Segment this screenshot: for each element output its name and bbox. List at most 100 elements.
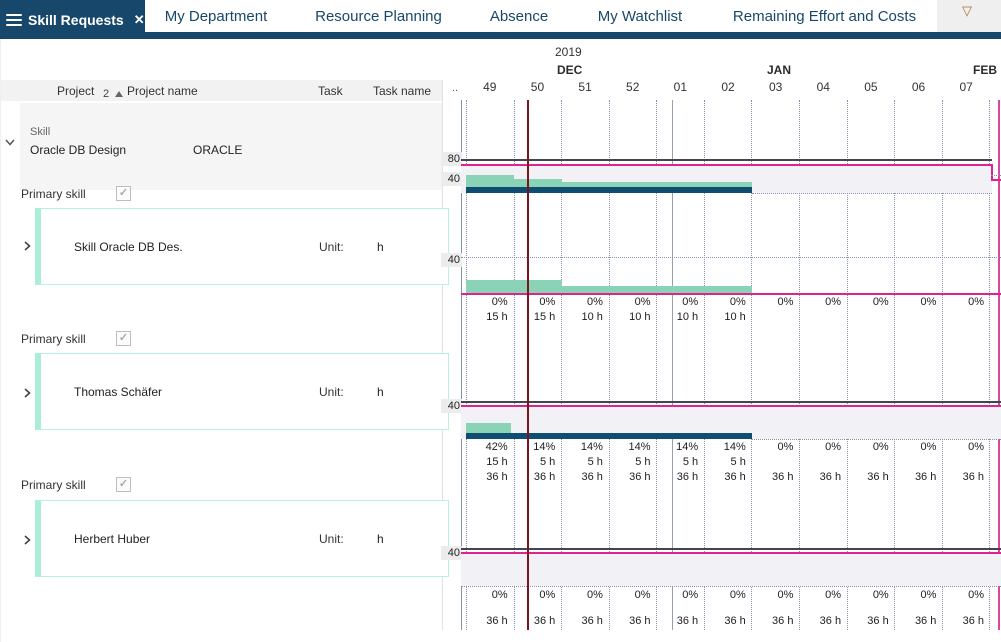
scale-label-40: 40 <box>441 172 462 186</box>
percent-value: 0% <box>777 589 794 601</box>
baseline-dotted <box>752 439 1001 440</box>
week-gridline <box>656 100 658 630</box>
week-label: 03 <box>768 80 783 94</box>
panel-collapse-icon[interactable]: ▽ <box>962 3 972 18</box>
resource-row-skill[interactable]: Skill Oracle DB Des. Unit: h <box>35 208 449 285</box>
resource-name: Herbert Huber <box>74 532 151 546</box>
skill-field-label: Skill <box>30 126 51 138</box>
week-gridline <box>846 100 848 630</box>
tab-label: Remaining Effort and Costs <box>732 7 917 25</box>
load-bar-week-49 <box>466 423 511 433</box>
capacity-value: 36 h <box>867 471 889 483</box>
unit-value: h <box>377 532 384 546</box>
tab-resource-planning[interactable]: Resource Planning <box>287 0 470 32</box>
tab-my-watchlist[interactable]: My Watchlist <box>568 0 712 32</box>
percent-value: 0% <box>491 296 508 308</box>
capacity-dark-line <box>461 548 1001 550</box>
resource-row-herbert-huber[interactable]: Herbert Huber Unit: h <box>35 500 449 577</box>
percent-value: 0% <box>682 296 699 308</box>
baseline-dotted <box>461 586 1001 587</box>
hours-row: 15 h 15 h 10 h 10 h 10 h 10 h <box>466 311 990 323</box>
week-label: 50 <box>530 80 545 94</box>
percent-value: 0% <box>539 296 556 308</box>
week-gridline <box>989 100 991 630</box>
percent-value: 0% <box>825 589 842 601</box>
hours-value: 5 h <box>587 456 603 468</box>
hours-value: 10 h <box>629 311 651 323</box>
month-label-feb: FEB <box>973 63 997 77</box>
week-gridline <box>466 100 467 630</box>
column-header-task[interactable]: Task <box>318 84 343 98</box>
percent-value: 0% <box>872 296 889 308</box>
load-bar-weeks-51-02 <box>562 286 752 294</box>
chart-left-border <box>461 100 462 630</box>
sort-arrow-up-icon <box>113 86 123 100</box>
hours-value: 5 h <box>682 456 699 468</box>
capacity-value: 36 h <box>962 615 984 627</box>
week-gridline <box>703 100 705 630</box>
tab-label: My Watchlist <box>597 7 683 25</box>
week-label: 02 <box>721 80 735 94</box>
primary-skill-checkbox[interactable]: ✓ <box>116 186 131 201</box>
week-gridline <box>513 100 515 630</box>
skill-name: Oracle DB Design <box>30 143 127 157</box>
skill-code: ORACLE <box>193 143 243 157</box>
chevron-right-icon[interactable] <box>21 386 33 404</box>
percent-row: 0% 0% 0% 0% 0% 0% 0% 0% 0% 0% 0% <box>466 296 990 308</box>
tab-remaining-effort-and-costs[interactable]: Remaining Effort and Costs <box>712 0 937 32</box>
tab-skill-requests-active[interactable]: Skill Requests ✕ <box>0 0 145 39</box>
percent-value: 0% <box>968 441 984 453</box>
week-label: 07 <box>959 80 973 94</box>
load-bar-week-49 <box>466 175 514 189</box>
percent-value: 0% <box>825 441 842 453</box>
resource-row-thomas-schaefer[interactable]: Thomas Schäfer Unit: h <box>35 353 449 430</box>
chevron-right-icon[interactable] <box>21 239 33 257</box>
allocation-bar <box>466 433 752 439</box>
tab-bar-spacer <box>937 0 1001 32</box>
timeline-year: 2019 <box>555 45 582 59</box>
hours-value: 5 h <box>635 456 651 468</box>
skill-group-row[interactable]: Skill Oracle DB Design ORACLE <box>20 103 442 190</box>
week-label: 01 <box>673 80 688 94</box>
percent-value: 0% <box>634 589 651 601</box>
week-gridline <box>798 100 800 630</box>
primary-skill-checkbox[interactable]: ✓ <box>116 331 131 346</box>
month-label-jan: JAN <box>767 63 792 77</box>
capacity-hours-row: 36 h 36 h 36 h 36 h 36 h 36 h 36 h 36 h 36 h 36 h… <box>466 471 990 483</box>
month-label-dec: DEC <box>557 63 583 77</box>
chevron-right-icon[interactable] <box>21 533 33 551</box>
capacity-value: 36 h <box>962 471 984 483</box>
percent-value: 0% <box>777 441 794 453</box>
column-header-project[interactable]: Project <box>57 84 95 98</box>
chart-right-edge <box>998 100 1000 630</box>
percent-value: 0% <box>825 296 842 308</box>
hours-value: 10 h <box>581 311 603 323</box>
unit-label: Unit: <box>319 385 344 399</box>
percent-value: 0% <box>777 296 794 308</box>
menu-icon[interactable] <box>6 13 22 26</box>
percent-value: 0% <box>920 441 937 453</box>
capacity-value: 36 h <box>581 471 603 483</box>
percent-value: 0% <box>968 296 984 308</box>
capacity-step-dots <box>991 175 1001 176</box>
hours-value <box>752 456 800 468</box>
active-tab-label: Skill Requests <box>28 11 124 28</box>
primary-skill-checkbox[interactable]: ✓ <box>116 477 131 492</box>
week-label: 52 <box>626 80 640 94</box>
chevron-down-icon[interactable] <box>4 135 16 153</box>
tab-absence[interactable]: Absence <box>470 0 568 32</box>
capacity-pink-line <box>461 405 1001 407</box>
column-header-task-name[interactable]: Task name <box>373 84 432 98</box>
tab-label: Absence <box>489 7 549 25</box>
tab-my-department[interactable]: My Department <box>145 0 287 32</box>
percent-value: 42% <box>485 441 508 453</box>
column-header-project-name[interactable]: Project name <box>127 84 198 98</box>
percent-value: 0% <box>920 589 937 601</box>
percent-value: 14% <box>723 441 746 453</box>
capacity-value: 36 h <box>629 615 651 627</box>
primary-skill-label: Primary skill <box>21 478 86 492</box>
partial-week-label: .. <box>452 82 459 94</box>
close-tab-icon[interactable]: ✕ <box>133 11 145 27</box>
hours-value <box>847 456 895 468</box>
